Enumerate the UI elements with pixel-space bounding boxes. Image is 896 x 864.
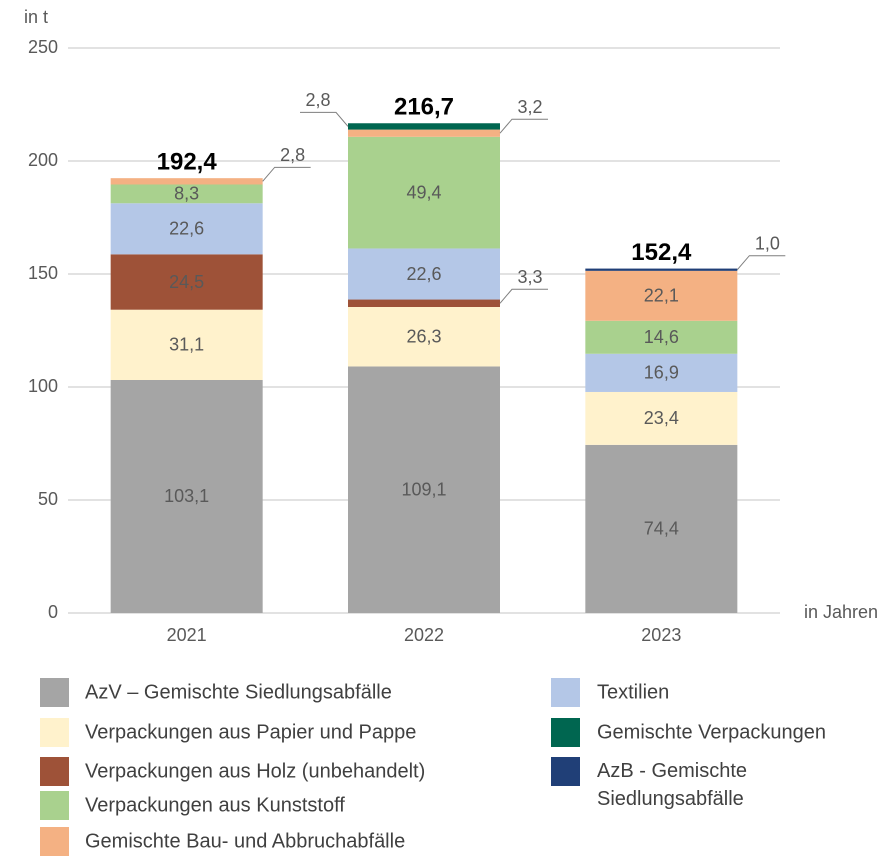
data-label: 109,1 bbox=[401, 479, 446, 499]
bar-segment bbox=[348, 129, 500, 137]
total-label: 192,4 bbox=[157, 149, 218, 176]
legend-label: Verpackungen aus Papier und Pappe bbox=[85, 721, 416, 743]
legend-swatch bbox=[551, 757, 580, 786]
y-tick-label: 50 bbox=[38, 489, 58, 509]
bar-segment bbox=[110, 184, 263, 204]
y-tick-label: 100 bbox=[28, 376, 58, 396]
legend-label: Verpackungen aus Kunststoff bbox=[85, 794, 345, 816]
legend-swatch bbox=[40, 791, 69, 820]
data-label: 3,3 bbox=[517, 267, 542, 287]
data-label: 22,1 bbox=[644, 286, 679, 306]
data-label: 16,9 bbox=[644, 363, 679, 383]
total-label: 216,7 bbox=[394, 94, 454, 121]
total-label: 152,4 bbox=[631, 239, 692, 266]
bar-segment bbox=[110, 379, 263, 613]
legend-swatch bbox=[40, 757, 69, 786]
legend-label: Gemischte Bau- und Abbruchabfälle bbox=[85, 830, 405, 852]
x-tick-label: 2023 bbox=[641, 625, 681, 645]
bar-segment bbox=[348, 136, 500, 249]
data-label: 22,6 bbox=[406, 264, 441, 284]
bar-segment bbox=[348, 306, 500, 367]
bar-segment bbox=[110, 309, 263, 380]
legend-label: AzV – Gemischte Siedlungsabfälle bbox=[85, 681, 392, 703]
bar-segment bbox=[348, 123, 500, 130]
data-label: 26,3 bbox=[406, 326, 441, 346]
bar-segment bbox=[585, 391, 738, 445]
data-label: 74,4 bbox=[644, 519, 679, 539]
y-axis-label: in t bbox=[24, 7, 48, 27]
bar-segment bbox=[348, 299, 500, 307]
bar-segment bbox=[585, 353, 738, 392]
bar-segment bbox=[348, 366, 500, 613]
legend-swatch bbox=[40, 678, 69, 707]
bar-segment bbox=[348, 248, 500, 300]
data-label: 8,3 bbox=[174, 184, 199, 204]
legend-swatch bbox=[40, 827, 69, 856]
y-tick-label: 250 bbox=[28, 37, 58, 57]
legend-swatch bbox=[551, 678, 580, 707]
legend-label: Gemischte Verpackungen bbox=[597, 721, 826, 743]
data-label: 49,4 bbox=[406, 182, 441, 202]
data-label: 14,6 bbox=[644, 327, 679, 347]
x-tick-label: 2021 bbox=[167, 625, 207, 645]
data-label: 103,1 bbox=[164, 486, 209, 506]
bar-segment bbox=[110, 178, 263, 185]
legend-label: Textilien bbox=[597, 681, 669, 703]
legend-swatch bbox=[551, 718, 580, 747]
data-label: 22,6 bbox=[169, 219, 204, 239]
data-label: 1,0 bbox=[755, 233, 780, 253]
callout-line bbox=[300, 111, 349, 127]
bar-segment bbox=[110, 203, 263, 255]
data-label: 23,4 bbox=[644, 408, 679, 428]
bar-segment bbox=[585, 444, 738, 613]
data-label: 24,5 bbox=[169, 272, 204, 292]
bar-segment bbox=[585, 268, 738, 271]
callout-line bbox=[499, 118, 548, 134]
bar-segment bbox=[110, 254, 263, 310]
legend-label: AzB - Gemischte Siedlungsabfälle bbox=[597, 760, 747, 810]
callout-line bbox=[262, 166, 311, 182]
callout-line bbox=[736, 255, 786, 271]
legend-swatch bbox=[40, 718, 69, 747]
bar-segment bbox=[585, 320, 738, 354]
data-label: 31,1 bbox=[169, 335, 204, 355]
data-label: 2,8 bbox=[305, 90, 330, 110]
data-label: 2,8 bbox=[280, 145, 305, 165]
y-tick-label: 0 bbox=[48, 602, 58, 622]
x-axis-label: in Jahren bbox=[804, 602, 878, 622]
x-tick-label: 2022 bbox=[404, 625, 444, 645]
data-label: 3,2 bbox=[517, 97, 542, 117]
legend-label: Verpackungen aus Holz (unbehandelt) bbox=[85, 760, 425, 782]
y-tick-label: 150 bbox=[28, 263, 58, 283]
bar-segment bbox=[585, 270, 738, 321]
y-tick-label: 200 bbox=[28, 150, 58, 170]
callout-line bbox=[499, 288, 548, 304]
